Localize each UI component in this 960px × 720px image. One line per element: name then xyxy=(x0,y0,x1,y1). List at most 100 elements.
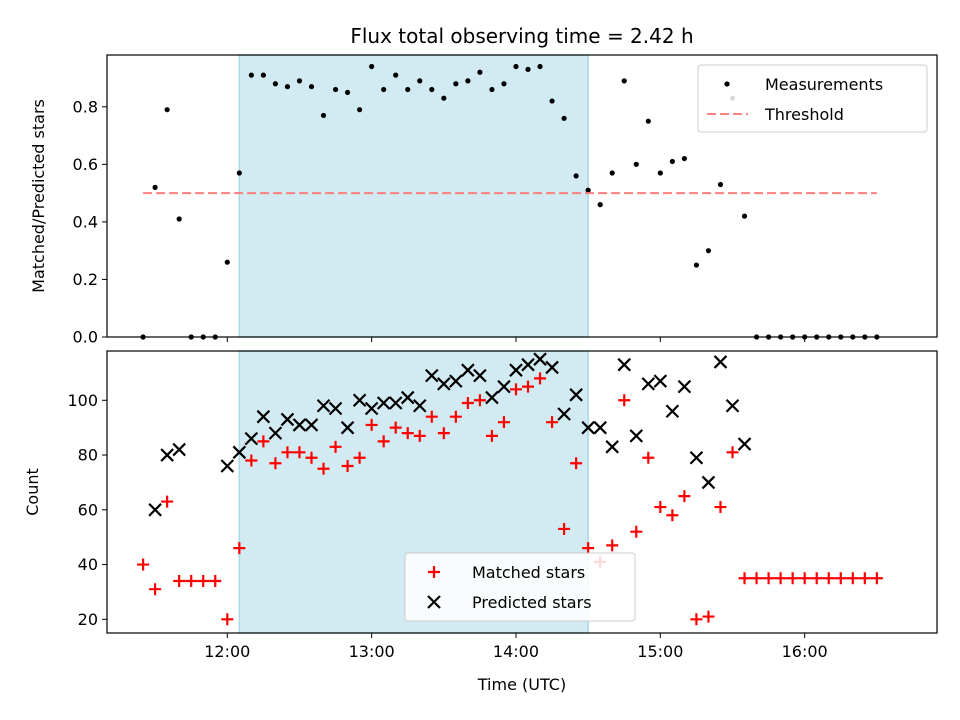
predicted-stars-point xyxy=(412,398,427,413)
measurement-point xyxy=(513,63,519,70)
predicted-stars-point xyxy=(701,475,716,490)
measurement-point xyxy=(549,98,555,104)
matched-stars-point xyxy=(666,509,679,522)
matched-stars-point xyxy=(522,380,535,393)
predicted-stars-point xyxy=(352,393,367,408)
matched-stars-point xyxy=(401,427,414,440)
predicted-stars-point xyxy=(473,368,487,383)
matched-stars-point xyxy=(389,421,402,434)
predicted-stars-point xyxy=(364,401,379,416)
predicted-stars-point xyxy=(220,459,235,473)
matched-stars-point xyxy=(185,574,198,587)
matched-stars-point xyxy=(834,572,847,585)
measurement-point xyxy=(381,86,387,93)
measurement-point xyxy=(561,115,567,121)
matched-stars-point xyxy=(497,416,510,429)
matched-stars-point xyxy=(582,542,595,555)
measurement-point xyxy=(741,213,748,219)
predicted-stars-point xyxy=(232,445,247,460)
predicted-stars-point xyxy=(725,398,740,413)
measurement-point xyxy=(525,66,531,72)
predicted-stars-point xyxy=(449,374,463,388)
matched-stars-point xyxy=(750,572,763,585)
matched-stars-point xyxy=(137,558,150,571)
predicted-stars-point xyxy=(244,431,259,446)
x-tick-label: 15:00 xyxy=(637,642,683,661)
matched-stars-point xyxy=(570,457,583,470)
matched-stars-point xyxy=(534,372,547,385)
measurement-point xyxy=(465,78,471,84)
measurement-point xyxy=(573,173,579,179)
top-legend: Measurements Threshold xyxy=(697,64,928,133)
measurement-point xyxy=(248,72,254,78)
measurement-point xyxy=(236,170,242,176)
matched-stars-point xyxy=(822,572,835,585)
predicted-stars-point xyxy=(629,429,644,443)
predicted-stars-point xyxy=(280,412,295,427)
predicted-stars-point xyxy=(509,363,523,377)
predicted-stars-point xyxy=(400,390,415,405)
predicted-stars-point xyxy=(328,401,343,416)
measurement-point xyxy=(164,107,170,113)
measurement-point xyxy=(369,63,375,70)
predicted-stars-point xyxy=(268,426,283,440)
bottom-plot-frame xyxy=(106,350,938,634)
matched-stars-point xyxy=(630,525,643,538)
predicted-stars-point xyxy=(376,396,391,410)
predicted-stars-point xyxy=(497,379,511,394)
matched-stars-point xyxy=(161,495,174,508)
matched-stars-point xyxy=(173,574,186,587)
measurement-point xyxy=(308,84,315,90)
top-shaded-span xyxy=(238,54,589,338)
measurement-point xyxy=(224,259,230,265)
measurement-point xyxy=(585,187,591,193)
bottom-legend-box xyxy=(404,552,636,622)
matched-stars-point xyxy=(654,501,667,514)
matched-stars-point xyxy=(546,416,559,429)
measurement-point xyxy=(501,81,507,87)
measurement-point xyxy=(681,155,687,162)
legend-label: Threshold xyxy=(764,105,844,124)
measurement-point xyxy=(405,86,411,93)
measurement-point xyxy=(477,69,483,75)
matched-stars-point xyxy=(269,457,282,470)
matched-stars-point xyxy=(209,574,222,587)
predicted-stars-point xyxy=(485,390,499,405)
x-tick-label: 12:00 xyxy=(204,642,250,661)
measurement-point xyxy=(260,72,266,78)
top-y-tick-label: 0.4 xyxy=(73,212,98,231)
matched-stars-point xyxy=(509,383,522,396)
predicted-stars-point xyxy=(521,357,535,372)
predicted-stars-point xyxy=(461,363,475,377)
predicted-stars-point xyxy=(737,437,752,451)
matched-stars-point xyxy=(281,446,294,459)
predicted-stars-point xyxy=(569,388,583,402)
matched-stars-point xyxy=(738,572,751,585)
x-tick-label: 14:00 xyxy=(493,642,539,661)
bottom-y-axis-label: Count xyxy=(23,468,42,516)
x-axis-label: Time (UTC) xyxy=(477,675,566,694)
predicted-stars-point xyxy=(256,409,271,424)
predicted-stars-point xyxy=(292,418,307,432)
x-tick-label: 16:00 xyxy=(782,642,828,661)
matched-stars-point xyxy=(618,394,631,407)
x-tick-label: 13:00 xyxy=(349,642,395,661)
predicted-stars-point xyxy=(593,420,607,435)
measurement-point xyxy=(332,86,339,93)
matched-stars-point xyxy=(329,440,342,453)
matched-stars-point xyxy=(642,451,655,464)
predicted-stars-point xyxy=(316,398,331,413)
matched-stars-point xyxy=(233,542,246,555)
top-panel: 0.0 0.2 0.4 0.6 0.8 Measurements Threshold xyxy=(73,54,938,347)
predicted-stars-point xyxy=(304,418,319,432)
predicted-stars-point xyxy=(425,368,439,383)
matched-stars-point xyxy=(449,410,462,423)
matched-stars-point xyxy=(305,451,318,464)
matched-stars-point xyxy=(714,501,727,514)
matched-stars-point xyxy=(257,435,270,448)
predicted-stars-point xyxy=(713,355,728,369)
measurement-point xyxy=(669,158,675,165)
matched-stars-point xyxy=(762,572,775,585)
legend-label: Predicted stars xyxy=(472,593,592,612)
matched-stars-point xyxy=(846,572,859,585)
